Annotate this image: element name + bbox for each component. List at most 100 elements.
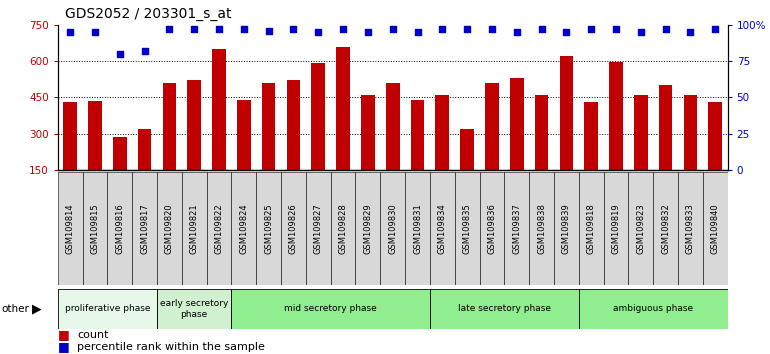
Text: GSM109829: GSM109829 [363, 203, 373, 254]
Point [64, 29, 76, 35]
Text: GSM109826: GSM109826 [289, 203, 298, 254]
FancyBboxPatch shape [430, 172, 455, 285]
Bar [534, 95, 548, 206]
Point [461, 26, 474, 32]
FancyBboxPatch shape [579, 172, 604, 285]
FancyBboxPatch shape [604, 172, 628, 285]
FancyBboxPatch shape [82, 172, 107, 285]
Text: GSM109817: GSM109817 [140, 203, 149, 254]
Text: GSM109816: GSM109816 [116, 203, 124, 254]
FancyBboxPatch shape [529, 172, 554, 285]
Point [362, 29, 374, 35]
FancyBboxPatch shape [256, 172, 281, 285]
FancyBboxPatch shape [380, 172, 405, 285]
Text: GSM109824: GSM109824 [239, 203, 249, 254]
FancyBboxPatch shape [281, 172, 306, 285]
Bar [584, 102, 598, 206]
Text: GSM109830: GSM109830 [388, 203, 397, 254]
FancyBboxPatch shape [58, 289, 157, 329]
Text: GSM109838: GSM109838 [537, 203, 546, 254]
Bar [213, 49, 226, 206]
Bar [311, 63, 325, 206]
Text: late secretory phase: late secretory phase [458, 304, 551, 313]
FancyBboxPatch shape [107, 172, 132, 285]
Point [139, 48, 151, 54]
Point [213, 26, 225, 32]
FancyBboxPatch shape [554, 172, 579, 285]
Text: GSM109821: GSM109821 [189, 203, 199, 254]
Text: GDS2052 / 203301_s_at: GDS2052 / 203301_s_at [65, 7, 232, 21]
Bar [708, 102, 722, 206]
FancyBboxPatch shape [430, 289, 579, 329]
FancyBboxPatch shape [678, 172, 703, 285]
FancyBboxPatch shape [232, 289, 430, 329]
Text: early secretory
phase: early secretory phase [160, 299, 229, 319]
Point [287, 26, 300, 32]
Point [685, 29, 697, 35]
Text: GSM109827: GSM109827 [313, 203, 323, 254]
Bar [162, 83, 176, 206]
Text: count: count [77, 330, 109, 339]
FancyBboxPatch shape [157, 289, 232, 329]
Point [188, 26, 200, 32]
Bar [659, 85, 672, 206]
FancyBboxPatch shape [206, 172, 232, 285]
Point [659, 26, 671, 32]
Bar [286, 80, 300, 206]
Point [709, 26, 721, 32]
Bar [609, 62, 623, 206]
Point [312, 29, 324, 35]
Bar [336, 46, 350, 206]
Text: GSM109818: GSM109818 [587, 203, 596, 254]
Bar [684, 95, 698, 206]
Bar [63, 102, 77, 206]
Text: GSM109814: GSM109814 [65, 203, 75, 254]
Bar [262, 83, 276, 206]
Point [561, 29, 573, 35]
Point [585, 26, 598, 32]
Bar [187, 80, 201, 206]
Text: GSM109836: GSM109836 [487, 203, 497, 254]
Bar [88, 101, 102, 206]
FancyBboxPatch shape [132, 172, 157, 285]
Point [238, 26, 250, 32]
FancyBboxPatch shape [182, 172, 206, 285]
Text: GSM109835: GSM109835 [463, 203, 472, 254]
Text: proliferative phase: proliferative phase [65, 304, 150, 313]
FancyBboxPatch shape [356, 172, 380, 285]
Text: GSM109822: GSM109822 [215, 203, 223, 254]
Bar [138, 129, 152, 206]
FancyBboxPatch shape [703, 172, 728, 285]
Point [89, 29, 101, 35]
FancyBboxPatch shape [157, 172, 182, 285]
Bar [634, 95, 648, 206]
Point [634, 29, 647, 35]
FancyBboxPatch shape [306, 172, 330, 285]
Text: GSM109825: GSM109825 [264, 203, 273, 254]
Text: ■: ■ [58, 341, 69, 353]
Text: percentile rank within the sample: percentile rank within the sample [77, 342, 265, 352]
FancyBboxPatch shape [330, 172, 356, 285]
Text: ambiguous phase: ambiguous phase [613, 304, 693, 313]
FancyBboxPatch shape [58, 172, 82, 285]
FancyBboxPatch shape [579, 289, 728, 329]
Point [411, 29, 424, 35]
FancyBboxPatch shape [628, 172, 653, 285]
Point [486, 26, 498, 32]
Bar [361, 95, 375, 206]
Text: GSM109820: GSM109820 [165, 203, 174, 254]
Bar [113, 137, 126, 206]
Point [263, 28, 275, 33]
Text: GSM109833: GSM109833 [686, 203, 695, 254]
Bar [237, 100, 251, 206]
Bar [560, 56, 573, 206]
Bar [485, 83, 499, 206]
Text: mid secretory phase: mid secretory phase [284, 304, 377, 313]
Text: GSM109837: GSM109837 [512, 203, 521, 254]
Point [436, 26, 448, 32]
Point [337, 26, 350, 32]
Text: GSM109828: GSM109828 [339, 203, 347, 254]
Point [163, 26, 176, 32]
Bar [436, 95, 449, 206]
Text: other: other [2, 304, 29, 314]
